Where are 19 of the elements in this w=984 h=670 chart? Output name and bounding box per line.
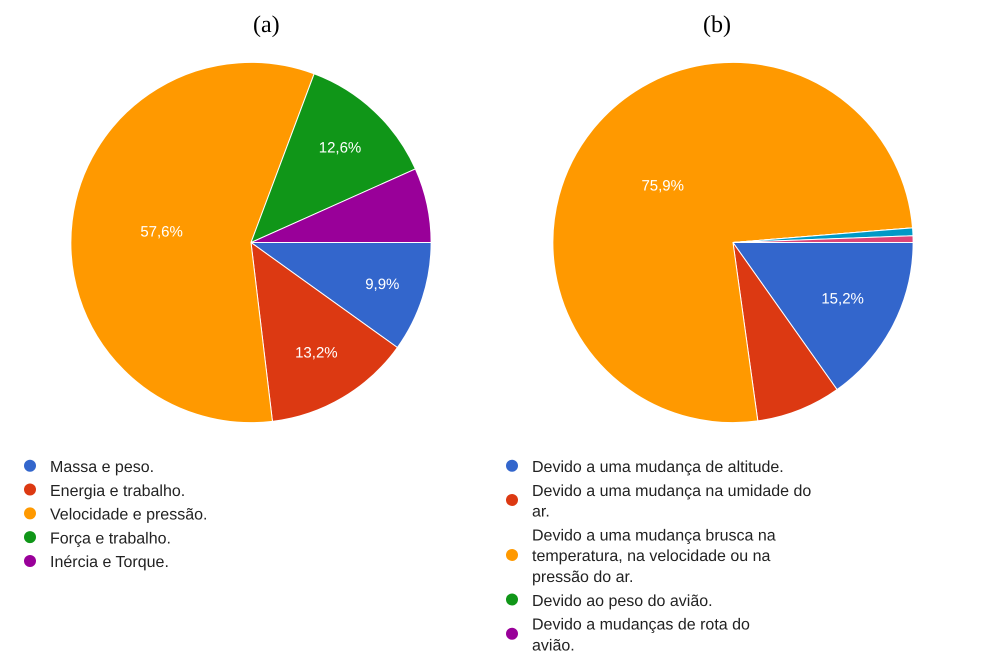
data-label: 12,6% bbox=[318, 139, 362, 156]
pie-slice bbox=[552, 62, 914, 424]
legend-label: Devido a mudanças de rota do avião. bbox=[532, 616, 750, 654]
legend-label: Devido a uma mudança de altitude. bbox=[532, 458, 784, 476]
data-label: 57,6% bbox=[140, 223, 183, 240]
legend-label: Velocidade e pressão. bbox=[50, 506, 208, 524]
data-label: 9,9% bbox=[365, 276, 400, 294]
legend-label: Inércia e Torque. bbox=[50, 554, 169, 572]
legend-label: Força e trabalho. bbox=[50, 530, 171, 548]
data-label: 13,2% bbox=[295, 344, 338, 362]
legend-label: Devido ao peso do avião. bbox=[532, 592, 713, 610]
legend-label: Energia e trabalho. bbox=[50, 482, 186, 500]
legend-label: Devido a uma mudança na umidade do ar. bbox=[532, 482, 812, 521]
legend-label: Massa e peso. bbox=[50, 458, 154, 476]
legend-label: Devido a uma mudança brusca na temperatura, na velocidade ou na pressão do ar. bbox=[532, 527, 776, 586]
data-label: 15,2% bbox=[821, 290, 864, 308]
data-label: 75,9% bbox=[641, 178, 684, 195]
chart-title: (b) bbox=[703, 12, 731, 38]
chart-title: (a) bbox=[253, 12, 280, 38]
